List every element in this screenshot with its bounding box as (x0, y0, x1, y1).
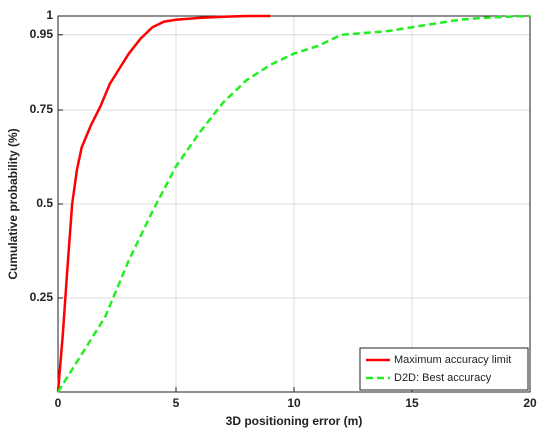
y-axis-label: Cumulative probability (%) (6, 128, 20, 279)
plot-frame (57, 15, 531, 393)
legend-box (359, 347, 529, 391)
y-tick-label: 0.5 (36, 196, 53, 210)
x-tick-label: 0 (55, 396, 62, 410)
data-line (56, 14, 531, 393)
x-tick-label: 15 (405, 396, 419, 410)
x-tick-label: 5 (173, 396, 180, 410)
y-tick-label: 1 (46, 8, 53, 22)
y-tick-label: 0.25 (30, 290, 54, 304)
legend-label: D2D: Best accuracy (394, 372, 492, 384)
x-tick-label: 20 (523, 396, 537, 410)
data-line (56, 14, 271, 393)
legend: Maximum accuracy limit D2D: Best accuracy (359, 347, 529, 391)
y-tick-label: 0.95 (30, 27, 54, 41)
legend-label: Maximum accuracy limit (394, 354, 511, 366)
x-axis-label: 3D positioning error (m) (226, 414, 363, 428)
y-tick-label: 0.75 (30, 102, 54, 116)
x-tick-label: 10 (287, 396, 301, 410)
